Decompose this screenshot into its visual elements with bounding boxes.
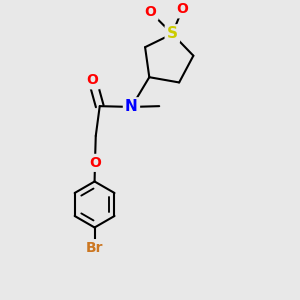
Text: O: O <box>87 74 98 87</box>
Text: O: O <box>145 5 156 19</box>
Text: O: O <box>176 2 188 16</box>
Text: N: N <box>125 99 138 114</box>
Text: S: S <box>167 26 178 41</box>
Text: O: O <box>89 156 101 170</box>
Text: Br: Br <box>86 241 103 255</box>
